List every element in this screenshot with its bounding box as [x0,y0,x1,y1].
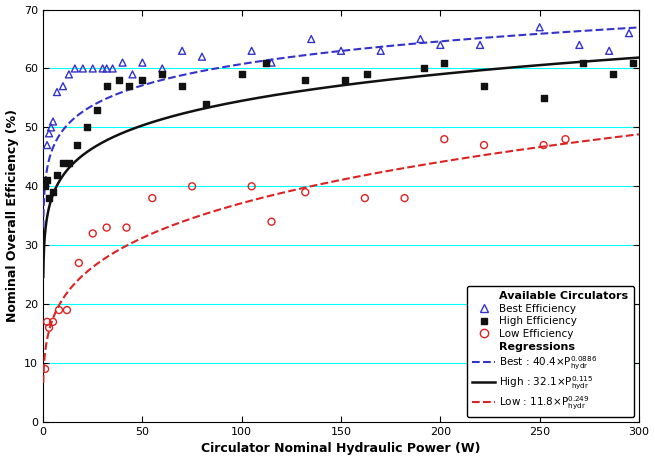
Point [77,65,88,72]
Point [336,47,346,54]
Point [177,83,187,90]
Point [88,65,98,72]
Point [479,142,489,149]
Point [64,71,74,78]
Point [52,89,62,96]
Point [200,100,211,107]
Point [44,195,54,202]
Point [306,35,316,43]
Point [52,171,62,178]
Point [187,183,197,190]
Point [439,59,449,66]
Point [48,318,58,325]
Point [578,59,589,66]
Point [127,71,138,78]
Point [260,59,271,66]
Legend: Available Circulators, Best Efficiency, High Efficiency, Low Efficiency, Regress: Available Circulators, Best Efficiency, … [467,286,634,417]
Point [196,53,207,60]
Point [574,41,585,48]
Y-axis label: Nominal Overall Efficiency (%): Nominal Overall Efficiency (%) [5,109,18,322]
Point [177,47,187,54]
Point [107,65,118,72]
Point [157,71,168,78]
Point [54,307,64,314]
Point [137,77,147,84]
Point [98,65,108,72]
Point [475,41,485,48]
Point [102,83,112,90]
Point [439,136,449,143]
Point [42,142,52,149]
Point [340,77,350,84]
Point [44,130,54,137]
Point [608,71,618,78]
Point [400,195,410,202]
Point [44,324,54,331]
Point [419,65,430,72]
Point [246,47,257,54]
Point [538,142,549,149]
Point [415,35,426,43]
Point [92,106,102,113]
Point [560,136,571,143]
Point [479,83,489,90]
Point [69,65,80,72]
X-axis label: Circulator Nominal Hydraulic Power (W): Circulator Nominal Hydraulic Power (W) [201,443,481,455]
Point [267,218,277,225]
Point [64,159,74,166]
Point [157,65,168,72]
Point [40,365,50,372]
Point [624,30,634,37]
Point [435,41,445,48]
Point [62,307,72,314]
Point [604,47,614,54]
Point [147,195,158,202]
Point [137,59,147,66]
Point [246,183,257,190]
Point [88,230,98,237]
Point [117,59,128,66]
Point [58,83,68,90]
Point [300,189,310,196]
Point [534,24,545,31]
Point [48,189,58,196]
Point [362,71,372,78]
Point [538,94,549,101]
Point [73,259,84,266]
Point [42,177,52,184]
Point [58,159,68,166]
Point [121,224,132,231]
Point [48,118,58,125]
Point [627,59,638,66]
Point [300,77,310,84]
Point [267,59,277,66]
Point [82,124,92,131]
Point [375,47,386,54]
Point [46,124,56,131]
Point [42,318,52,325]
Point [236,71,247,78]
Point [123,83,134,90]
Point [71,142,82,149]
Point [113,77,124,84]
Point [360,195,370,202]
Point [102,65,112,72]
Point [102,224,112,231]
Point [40,183,50,190]
